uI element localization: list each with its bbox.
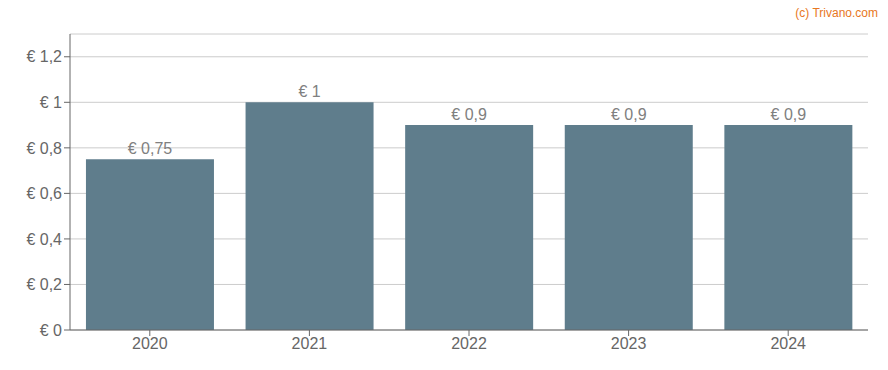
html-text:(c) Trivano.com: (c) Trivano.com [795, 6, 878, 20]
svg-text:2023: 2023 [611, 335, 647, 352]
svg-text:€ 1: € 1 [40, 94, 62, 111]
svg-text:2024: 2024 [770, 335, 806, 352]
svg-text:€ 0,75: € 0,75 [128, 140, 173, 157]
svg-text:2020: 2020 [132, 335, 168, 352]
svg-text:2021: 2021 [292, 335, 328, 352]
svg-text:€ 0,9: € 0,9 [771, 106, 807, 123]
svg-text:€ 0,9: € 0,9 [451, 106, 487, 123]
svg-text:€ 1: € 1 [298, 83, 320, 100]
svg-text:€ 0,2: € 0,2 [26, 276, 62, 293]
svg-text:€ 1,2: € 1,2 [26, 48, 62, 65]
svg-text:€ 0: € 0 [40, 322, 62, 339]
svg-text:2022: 2022 [451, 335, 487, 352]
svg-text:€ 0,9: € 0,9 [611, 106, 647, 123]
svg-text:€ 0,4: € 0,4 [26, 231, 62, 248]
svg-text:€ 0,6: € 0,6 [26, 185, 62, 202]
svg-text:€ 0,8: € 0,8 [26, 140, 62, 157]
